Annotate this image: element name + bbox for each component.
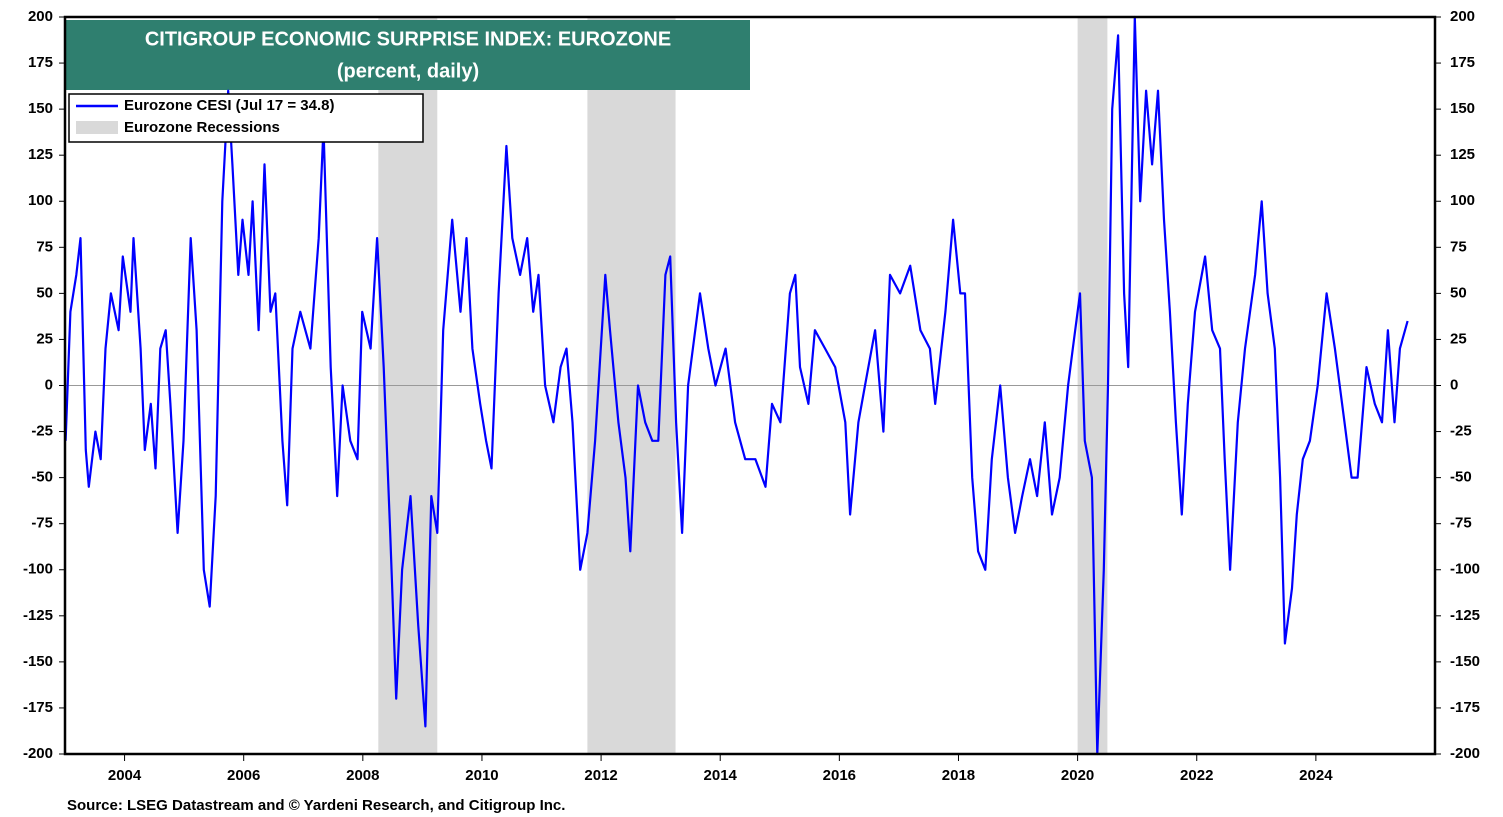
- x-tick-label: 2004: [108, 767, 142, 784]
- y2-tick-label: -200: [1450, 745, 1480, 762]
- y2-tick-label: -175: [1450, 699, 1480, 716]
- y2-tick-label: 0: [1450, 376, 1458, 393]
- y-tick-label: 125: [28, 146, 53, 163]
- y2-tick-label: -100: [1450, 561, 1480, 578]
- y2-tick-label: -25: [1450, 423, 1472, 440]
- chart-title: CITIGROUP ECONOMIC SURPRISE INDEX: EUROZ…: [145, 28, 671, 50]
- x-tick-label: 2022: [1180, 767, 1213, 784]
- y2-tick-label: 100: [1450, 192, 1475, 209]
- y2-tick-label: 50: [1450, 284, 1467, 301]
- title-box: [66, 20, 750, 90]
- x-tick-label: 2006: [227, 767, 260, 784]
- y-tick-label: 100: [28, 192, 53, 209]
- y-tick-label: 25: [36, 330, 53, 347]
- x-tick-label: 2008: [346, 767, 379, 784]
- y2-tick-label: 125: [1450, 146, 1475, 163]
- plot-frame: [63, 15, 1437, 756]
- y-tick-label: 200: [28, 8, 53, 25]
- y2-tick-label: 25: [1450, 330, 1467, 347]
- y-tick-label: -50: [31, 469, 53, 486]
- source: Source: LSEG Datastream and © Yardeni Re…: [67, 797, 565, 814]
- y2-tick-label: -50: [1450, 469, 1472, 486]
- y2-tick-label: -150: [1450, 653, 1480, 670]
- y-tick-label: -75: [31, 515, 53, 532]
- x-tick-label: 2012: [584, 767, 617, 784]
- y-tick-label: 0: [45, 376, 53, 393]
- y2-tick-label: 175: [1450, 54, 1475, 71]
- y-tick-label: 175: [28, 54, 53, 71]
- x-tick-label: 2014: [704, 767, 738, 784]
- x-tick-label: 2010: [465, 767, 498, 784]
- y2-tick-label: 75: [1450, 238, 1467, 255]
- x-tick-label: 2020: [1061, 767, 1094, 784]
- x-tick-label: 2016: [823, 767, 856, 784]
- legend-box: [68, 93, 424, 143]
- y-tick-label: -125: [23, 607, 53, 624]
- y-tick-label: -150: [23, 653, 53, 670]
- y-tick-label: -175: [23, 699, 53, 716]
- y2-tick-label: 200: [1450, 8, 1475, 25]
- y-tick-label: -25: [31, 423, 53, 440]
- y-tick-label: -200: [23, 745, 53, 762]
- y2-tick-label: -75: [1450, 515, 1472, 532]
- y-tick-label: 150: [28, 100, 53, 117]
- legend-swatch: [76, 121, 118, 134]
- series-line: [64, 15, 1409, 756]
- legend-label: Eurozone Recessions: [124, 119, 280, 136]
- x-tick-label: 2018: [942, 767, 975, 784]
- y-tick-label: 75: [36, 238, 53, 255]
- y-tick-label: 50: [36, 284, 53, 301]
- y2-tick-label: 150: [1450, 100, 1475, 117]
- chart-subtitle: (percent, daily): [337, 60, 479, 82]
- y2-tick-label: -125: [1450, 607, 1480, 624]
- y-tick-label: -100: [23, 561, 53, 578]
- legend-label: Eurozone CESI (Jul 17 = 34.8): [124, 97, 334, 114]
- x-tick-label: 2024: [1299, 767, 1333, 784]
